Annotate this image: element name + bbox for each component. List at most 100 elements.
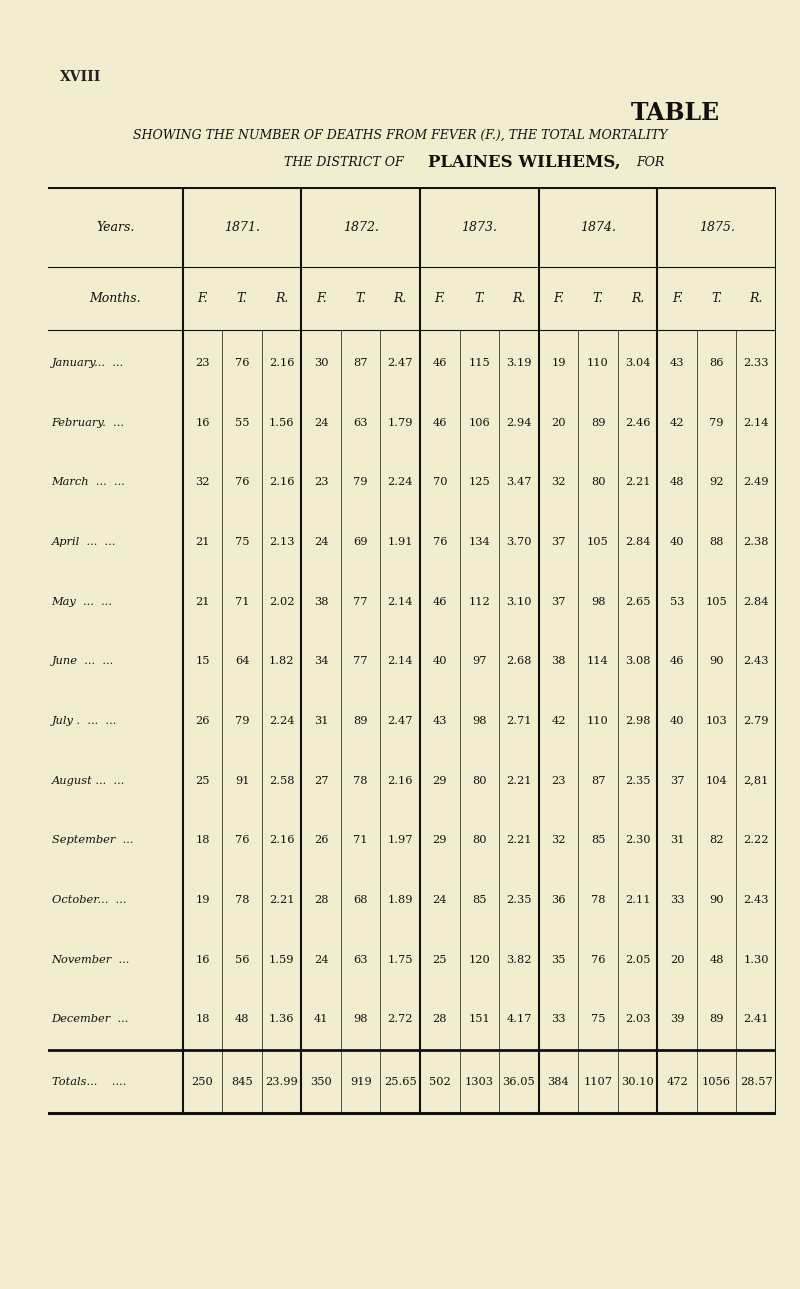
Text: 21: 21 bbox=[195, 538, 210, 547]
Text: September  ...: September ... bbox=[52, 835, 133, 846]
Text: 19: 19 bbox=[195, 895, 210, 905]
Text: 250: 250 bbox=[191, 1076, 214, 1087]
Text: 24: 24 bbox=[314, 955, 328, 964]
Text: 68: 68 bbox=[354, 895, 368, 905]
Text: 2.14: 2.14 bbox=[387, 597, 413, 607]
Text: 2.21: 2.21 bbox=[506, 776, 532, 785]
Text: 120: 120 bbox=[469, 955, 490, 964]
Text: 48: 48 bbox=[234, 1014, 250, 1025]
Text: 53: 53 bbox=[670, 597, 684, 607]
Text: 38: 38 bbox=[314, 597, 328, 607]
Text: 32: 32 bbox=[551, 477, 566, 487]
Text: 2.03: 2.03 bbox=[625, 1014, 650, 1025]
Text: 502: 502 bbox=[429, 1076, 450, 1087]
Text: F.: F. bbox=[434, 293, 445, 305]
Text: 76: 76 bbox=[234, 358, 250, 369]
Text: 56: 56 bbox=[234, 955, 250, 964]
Text: 134: 134 bbox=[469, 538, 490, 547]
Text: 89: 89 bbox=[710, 1014, 724, 1025]
Text: 384: 384 bbox=[547, 1076, 570, 1087]
Text: 2.47: 2.47 bbox=[387, 715, 413, 726]
Text: T.: T. bbox=[711, 293, 722, 305]
Text: 46: 46 bbox=[433, 597, 447, 607]
Text: 2.47: 2.47 bbox=[387, 358, 413, 369]
Text: 18: 18 bbox=[195, 835, 210, 846]
Text: 78: 78 bbox=[354, 776, 368, 785]
Text: 2.16: 2.16 bbox=[387, 776, 413, 785]
Text: 350: 350 bbox=[310, 1076, 332, 1087]
Text: 2.02: 2.02 bbox=[269, 597, 294, 607]
Text: 2.98: 2.98 bbox=[625, 715, 650, 726]
Text: R.: R. bbox=[631, 293, 644, 305]
Text: 28: 28 bbox=[433, 1014, 447, 1025]
Text: 3.19: 3.19 bbox=[506, 358, 532, 369]
Text: FOR: FOR bbox=[636, 156, 664, 169]
Text: 36: 36 bbox=[551, 895, 566, 905]
Text: 1107: 1107 bbox=[583, 1076, 613, 1087]
Text: 87: 87 bbox=[354, 358, 368, 369]
Text: 1.36: 1.36 bbox=[269, 1014, 294, 1025]
Text: Totals...    ....: Totals... .... bbox=[52, 1076, 126, 1087]
Text: 98: 98 bbox=[354, 1014, 368, 1025]
Text: 34: 34 bbox=[314, 656, 328, 666]
Text: 76: 76 bbox=[234, 835, 250, 846]
Text: 92: 92 bbox=[710, 477, 724, 487]
Text: 24: 24 bbox=[433, 895, 447, 905]
Text: 43: 43 bbox=[670, 358, 684, 369]
Text: 106: 106 bbox=[469, 418, 490, 428]
Text: 2.84: 2.84 bbox=[625, 538, 650, 547]
Text: R.: R. bbox=[512, 293, 526, 305]
Text: 25: 25 bbox=[433, 955, 447, 964]
Text: 33: 33 bbox=[670, 895, 684, 905]
Text: 1.75: 1.75 bbox=[387, 955, 413, 964]
Text: 31: 31 bbox=[314, 715, 328, 726]
Text: 32: 32 bbox=[195, 477, 210, 487]
Text: 472: 472 bbox=[666, 1076, 688, 1087]
Text: 151: 151 bbox=[469, 1014, 490, 1025]
Text: November  ...: November ... bbox=[52, 955, 130, 964]
Text: 1.59: 1.59 bbox=[269, 955, 294, 964]
Text: F.: F. bbox=[316, 293, 326, 305]
Text: 25: 25 bbox=[195, 776, 210, 785]
Text: 23.99: 23.99 bbox=[265, 1076, 298, 1087]
Text: 15: 15 bbox=[195, 656, 210, 666]
Text: 2.21: 2.21 bbox=[269, 895, 294, 905]
Text: 1.82: 1.82 bbox=[269, 656, 294, 666]
Text: 89: 89 bbox=[354, 715, 368, 726]
Text: June  ...  ...: June ... ... bbox=[52, 656, 114, 666]
Text: 76: 76 bbox=[433, 538, 447, 547]
Text: 42: 42 bbox=[670, 418, 684, 428]
Text: 2.16: 2.16 bbox=[269, 835, 294, 846]
Text: 82: 82 bbox=[710, 835, 724, 846]
Text: 1.56: 1.56 bbox=[269, 418, 294, 428]
Text: 80: 80 bbox=[472, 835, 486, 846]
Text: 16: 16 bbox=[195, 418, 210, 428]
Text: 105: 105 bbox=[706, 597, 727, 607]
Text: 1.79: 1.79 bbox=[387, 418, 413, 428]
Text: 19: 19 bbox=[551, 358, 566, 369]
Text: 38: 38 bbox=[551, 656, 566, 666]
Text: 23: 23 bbox=[551, 776, 566, 785]
Text: 2.16: 2.16 bbox=[269, 358, 294, 369]
Text: 2.24: 2.24 bbox=[387, 477, 413, 487]
Text: 85: 85 bbox=[472, 895, 486, 905]
Text: 115: 115 bbox=[469, 358, 490, 369]
Text: 20: 20 bbox=[670, 955, 684, 964]
Text: 2.68: 2.68 bbox=[506, 656, 532, 666]
Text: 1.89: 1.89 bbox=[387, 895, 413, 905]
Text: 79: 79 bbox=[234, 715, 250, 726]
Text: 16: 16 bbox=[195, 955, 210, 964]
Text: August ...  ...: August ... ... bbox=[52, 776, 125, 785]
Text: 40: 40 bbox=[433, 656, 447, 666]
Text: 70: 70 bbox=[433, 477, 447, 487]
Text: 2.14: 2.14 bbox=[387, 656, 413, 666]
Text: December  ...: December ... bbox=[52, 1014, 129, 1025]
Text: 2.24: 2.24 bbox=[269, 715, 294, 726]
Text: 89: 89 bbox=[590, 418, 606, 428]
Text: 27: 27 bbox=[314, 776, 328, 785]
Text: 46: 46 bbox=[670, 656, 684, 666]
Text: 2.41: 2.41 bbox=[743, 1014, 769, 1025]
Text: 3.10: 3.10 bbox=[506, 597, 532, 607]
Text: 79: 79 bbox=[710, 418, 724, 428]
Text: 46: 46 bbox=[433, 358, 447, 369]
